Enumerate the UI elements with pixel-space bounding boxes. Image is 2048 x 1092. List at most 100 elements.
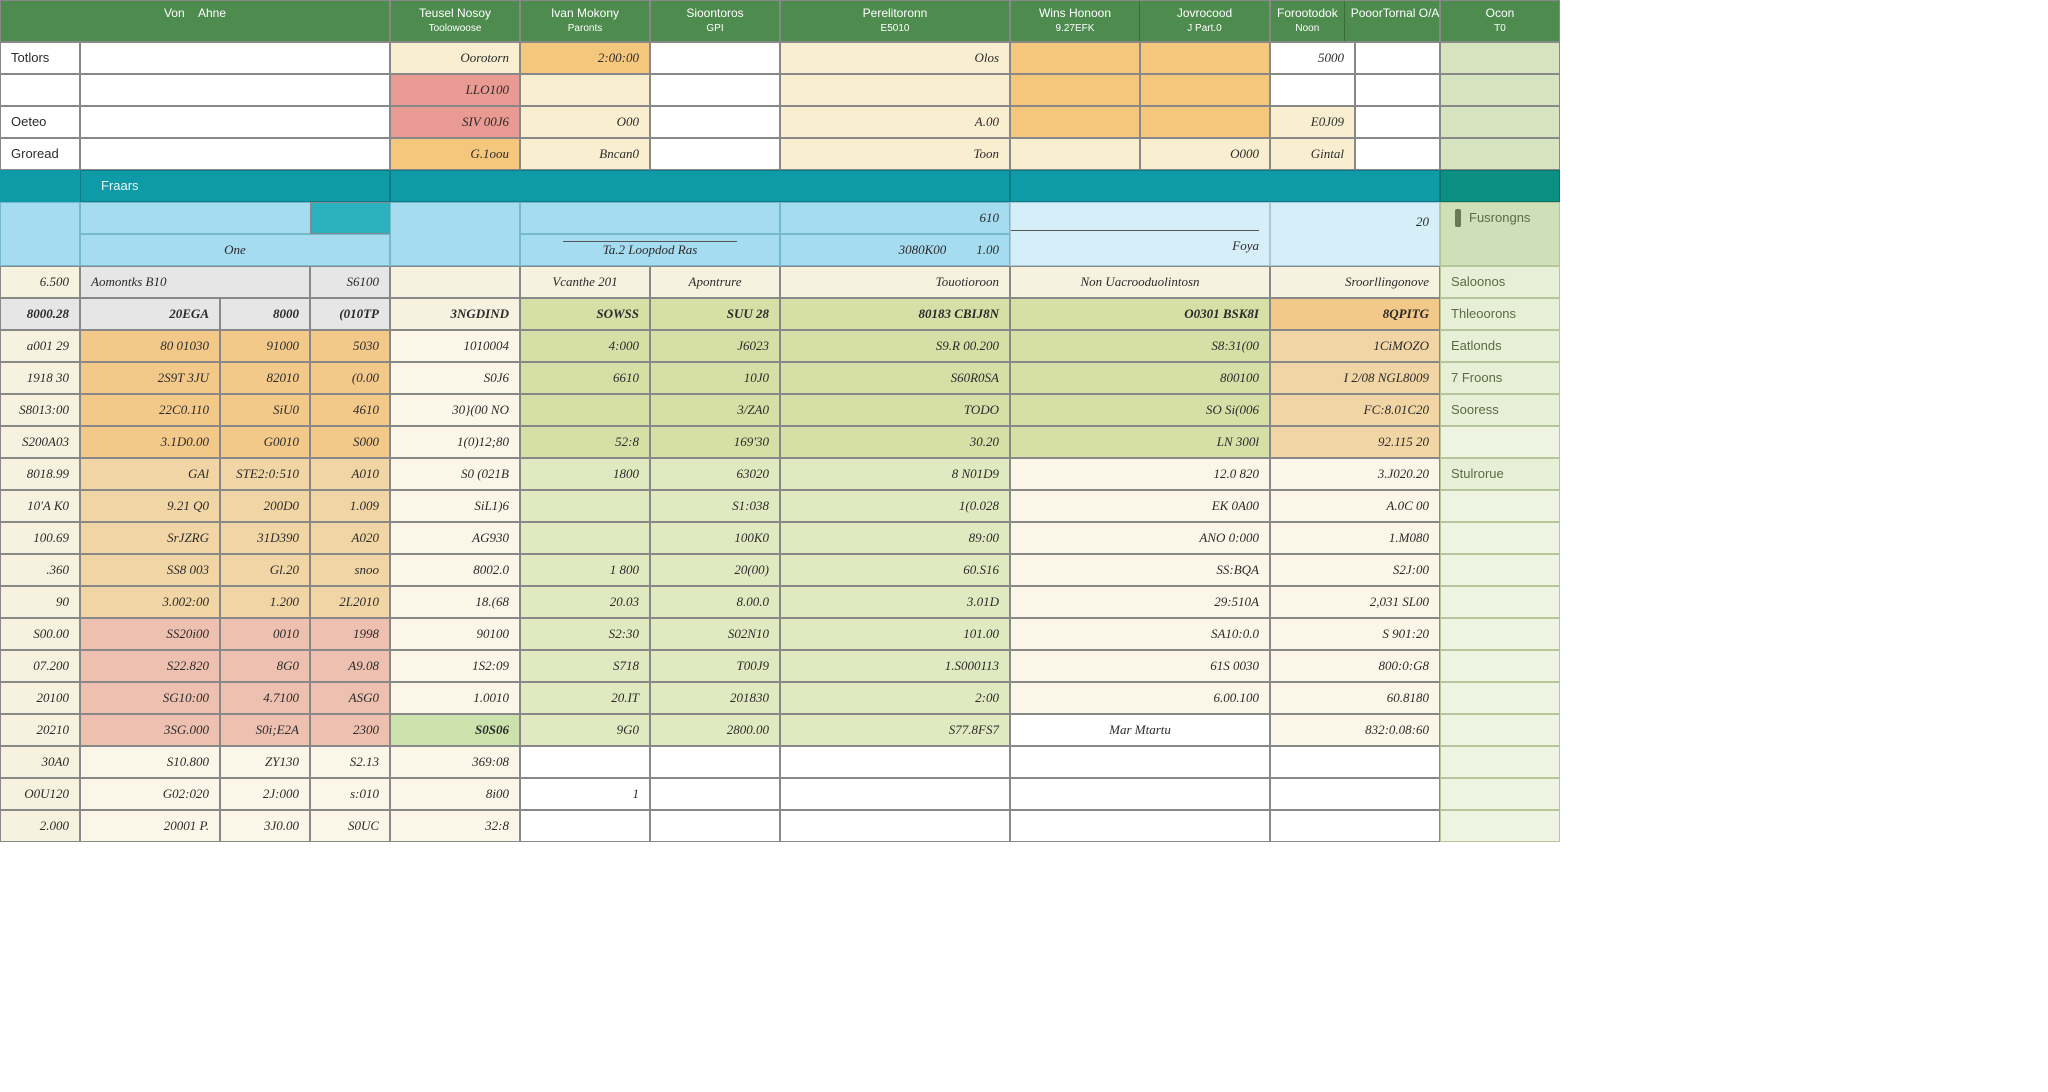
table-cell[interactable]: 90 [0,586,80,618]
table-cell[interactable]: AG930 [390,522,520,554]
sidebar-item[interactable] [1440,522,1560,554]
table-cell[interactable]: 9.21 Q0 [80,490,220,522]
table-cell[interactable]: 2J:000 [220,778,310,810]
table-cell[interactable]: S 901:20 [1270,618,1440,650]
table-cell[interactable]: Gl.20 [220,554,310,586]
table-cell[interactable]: 91000 [220,330,310,362]
sidebar-item[interactable] [1440,714,1560,746]
table-cell[interactable]: SS20i00 [80,618,220,650]
table-cell[interactable]: S8:31(00 [1010,330,1270,362]
table-cell[interactable]: O0U120 [0,778,80,810]
table-cell[interactable]: A020 [310,522,390,554]
table-cell[interactable]: 800:0:G8 [1270,650,1440,682]
table-cell[interactable]: 30A0 [0,746,80,778]
table-cell[interactable]: 1.009 [310,490,390,522]
table-cell[interactable]: 63020 [650,458,780,490]
sidebar-item[interactable]: Stulrorue [1440,458,1560,490]
table-cell[interactable]: S00.00 [0,618,80,650]
table-cell[interactable]: 1 800 [520,554,650,586]
table-cell[interactable]: S718 [520,650,650,682]
table-cell[interactable] [1010,746,1270,778]
table-cell[interactable]: 2S9T 3JU [80,362,220,394]
table-cell[interactable]: S60R0SA [780,362,1010,394]
table-cell[interactable]: 1010004 [390,330,520,362]
table-cell[interactable]: 61S 0030 [1010,650,1270,682]
table-cell[interactable]: FC:8.01C20 [1270,394,1440,426]
table-cell[interactable]: 1.0010 [390,682,520,714]
table-cell[interactable]: S0J6 [390,362,520,394]
table-cell[interactable]: SiU0 [220,394,310,426]
table-cell[interactable]: a001 29 [0,330,80,362]
table-cell[interactable]: 1.200 [220,586,310,618]
table-cell[interactable]: 0010 [220,618,310,650]
spreadsheet-grid[interactable]: Von Ahne Teusel NosoyToolowoose Ivan Mok… [0,0,2048,842]
table-cell[interactable]: 1 [520,778,650,810]
table-cell[interactable]: 52:8 [520,426,650,458]
table-cell[interactable]: 20001 P. [80,810,220,842]
table-cell[interactable] [780,810,1010,842]
table-cell[interactable]: LN 300l [1010,426,1270,458]
table-cell[interactable] [520,522,650,554]
table-cell[interactable]: s:010 [310,778,390,810]
table-cell[interactable]: 80 01030 [80,330,220,362]
table-cell[interactable]: 82010 [220,362,310,394]
table-cell[interactable]: 100K0 [650,522,780,554]
table-cell[interactable]: 8.00.0 [650,586,780,618]
table-cell[interactable]: T00J9 [650,650,780,682]
table-cell[interactable] [1010,810,1270,842]
table-cell[interactable]: S0UC [310,810,390,842]
table-cell[interactable]: 3J0.00 [220,810,310,842]
table-cell[interactable]: EK 0A00 [1010,490,1270,522]
table-cell[interactable] [650,746,780,778]
table-cell[interactable]: 20.03 [520,586,650,618]
sidebar-item[interactable] [1440,746,1560,778]
table-cell[interactable]: snoo [310,554,390,586]
table-cell[interactable]: .360 [0,554,80,586]
table-cell[interactable]: 2,031 SL00 [1270,586,1440,618]
table-cell[interactable]: 8i00 [390,778,520,810]
table-cell[interactable]: ANO 0:000 [1010,522,1270,554]
table-cell[interactable]: 30.20 [780,426,1010,458]
table-cell[interactable] [780,746,1010,778]
sidebar-item[interactable] [1440,682,1560,714]
table-cell[interactable]: 1.M080 [1270,522,1440,554]
table-cell[interactable]: 90100 [390,618,520,650]
table-cell[interactable]: (0.00 [310,362,390,394]
sidebar-item[interactable] [1440,426,1560,458]
table-cell[interactable]: 60.8180 [1270,682,1440,714]
table-cell[interactable]: 2.000 [0,810,80,842]
table-cell[interactable]: S2J:00 [1270,554,1440,586]
table-cell[interactable] [650,778,780,810]
table-cell[interactable]: SO Si(006 [1010,394,1270,426]
table-cell[interactable]: 2800.00 [650,714,780,746]
sidebar-item[interactable]: Eatlonds [1440,330,1560,362]
table-cell[interactable]: S000 [310,426,390,458]
table-cell[interactable]: S77.8FS7 [780,714,1010,746]
table-cell[interactable] [1010,778,1270,810]
table-cell[interactable] [1270,778,1440,810]
table-cell[interactable]: SS8 003 [80,554,220,586]
table-cell[interactable]: S200A03 [0,426,80,458]
table-cell[interactable]: 100.69 [0,522,80,554]
table-cell[interactable]: 92.115 20 [1270,426,1440,458]
sidebar-item[interactable]: 7 Froons [1440,362,1560,394]
table-cell[interactable]: S10.800 [80,746,220,778]
sidebar-item[interactable] [1440,810,1560,842]
table-cell[interactable]: 2L2010 [310,586,390,618]
table-cell[interactable]: S2.13 [310,746,390,778]
table-cell[interactable] [520,490,650,522]
table-cell[interactable]: 29:510A [1010,586,1270,618]
table-cell[interactable]: TODO [780,394,1010,426]
table-cell[interactable]: 10'A K0 [0,490,80,522]
table-cell[interactable]: A010 [310,458,390,490]
table-cell[interactable] [1270,810,1440,842]
sidebar-item[interactable] [1440,650,1560,682]
table-cell[interactable]: S02N10 [650,618,780,650]
table-cell[interactable]: Mar Mtartu [1010,714,1270,746]
table-cell[interactable]: 4.7100 [220,682,310,714]
table-cell[interactable]: 20100 [0,682,80,714]
table-cell[interactable]: 4610 [310,394,390,426]
table-cell[interactable]: 10J0 [650,362,780,394]
table-cell[interactable]: G02:020 [80,778,220,810]
table-cell[interactable]: STE2:0:510 [220,458,310,490]
